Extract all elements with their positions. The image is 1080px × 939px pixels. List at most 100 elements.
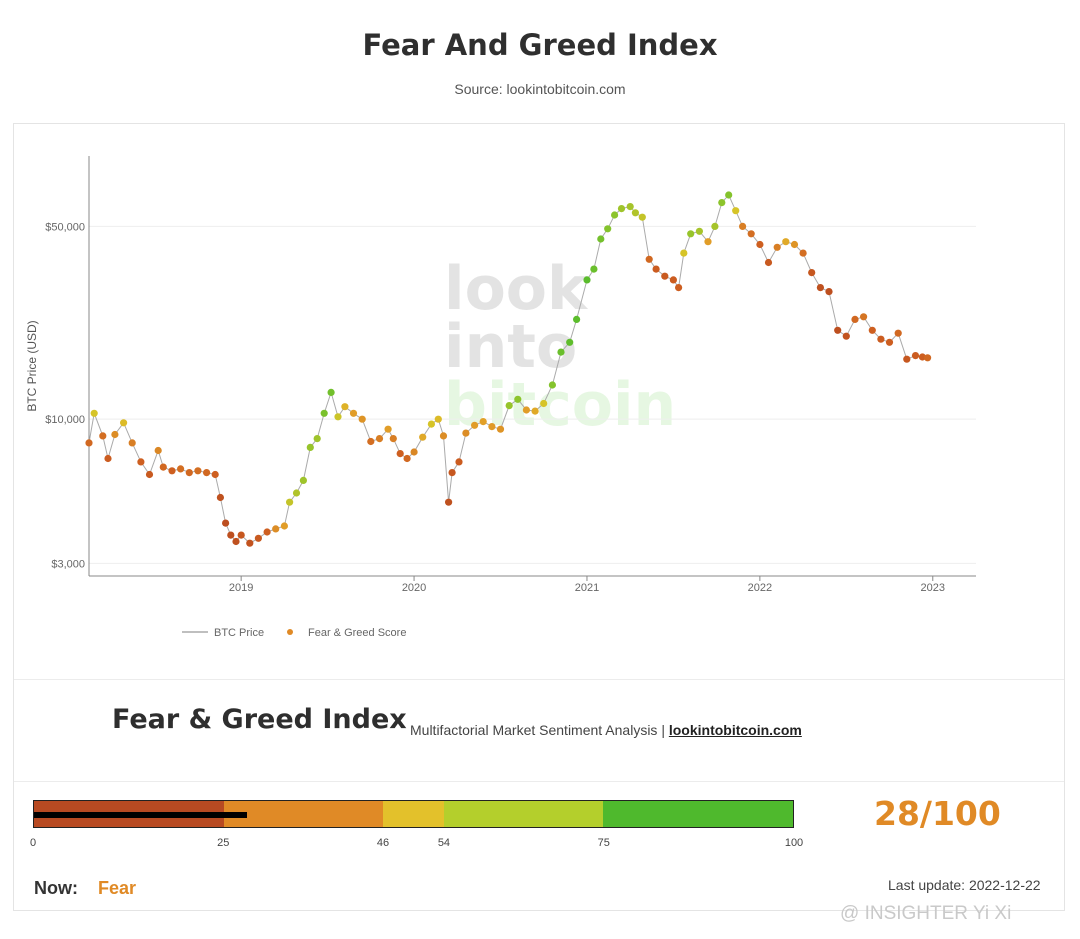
legend-label-fear-greed: Fear & Greed Score bbox=[308, 627, 406, 639]
watermark-word-into: into bbox=[444, 312, 577, 382]
fear-greed-point bbox=[617, 205, 626, 213]
gauge-value-bar bbox=[34, 812, 247, 818]
fear-greed-point bbox=[410, 448, 418, 456]
page-subtitle: Source: lookintobitcoin.com bbox=[454, 81, 626, 97]
gauge-tick-label: 54 bbox=[437, 837, 451, 849]
fear-greed-point bbox=[439, 432, 448, 440]
chart-card: look into bitcoin $3,000 $10,000 $50,000 2019 2… bbox=[13, 123, 1065, 911]
fear-greed-point bbox=[427, 420, 435, 428]
fear-greed-point bbox=[128, 439, 136, 447]
fear-greed-point bbox=[799, 249, 807, 257]
fear-greed-point bbox=[566, 338, 574, 346]
fear-greed-point bbox=[211, 470, 219, 479]
gauge-segment bbox=[443, 801, 604, 827]
tagline-link[interactable]: lookintobitcoin.com bbox=[668, 722, 802, 738]
watermark-word-look: look bbox=[444, 254, 589, 324]
fear-greed-point bbox=[292, 489, 301, 497]
fear-greed-point bbox=[573, 315, 581, 323]
gauge-tick-label: 100 bbox=[784, 837, 804, 849]
fear-greed-point bbox=[514, 395, 522, 403]
fear-greed-point bbox=[764, 258, 773, 267]
card-divider-bottom bbox=[14, 781, 1064, 782]
fear-greed-point bbox=[222, 519, 230, 527]
y-axis-label: BTC Price (USD) bbox=[25, 320, 39, 411]
fear-greed-point bbox=[548, 381, 557, 389]
fear-greed-point bbox=[718, 199, 726, 207]
fear-greed-point bbox=[154, 446, 162, 455]
fear-greed-point bbox=[403, 454, 411, 463]
fear-greed-point bbox=[445, 498, 453, 506]
x-tick-label: 2023 bbox=[921, 582, 945, 594]
fear-greed-point bbox=[868, 326, 876, 334]
fear-greed-point bbox=[704, 238, 712, 246]
x-tick-label: 2021 bbox=[575, 582, 599, 594]
fear-greed-point bbox=[808, 269, 816, 277]
fear-greed-point bbox=[313, 435, 321, 443]
fear-greed-point bbox=[177, 465, 185, 473]
fear-greed-point bbox=[246, 539, 254, 547]
fear-greed-point bbox=[661, 272, 669, 280]
gauge-segment bbox=[603, 801, 793, 827]
fear-greed-point bbox=[885, 338, 894, 346]
fear-greed-point bbox=[272, 525, 280, 533]
fear-greed-point bbox=[254, 534, 262, 542]
fear-greed-point bbox=[137, 458, 145, 466]
gauge-tick-label: 75 bbox=[597, 837, 610, 849]
fear-greed-point bbox=[739, 222, 747, 230]
fear-greed-tagline: Multifactorial Market Sentiment Analysis… bbox=[410, 722, 802, 738]
fear-greed-point bbox=[327, 388, 335, 396]
fear-greed-point bbox=[334, 413, 342, 421]
fear-greed-point bbox=[680, 249, 688, 257]
fear-greed-point bbox=[455, 458, 463, 466]
credit-watermark: @ INSIGHTER Yi Xi bbox=[840, 903, 1012, 924]
fear-greed-point bbox=[894, 329, 902, 337]
fear-greed-point bbox=[782, 238, 790, 246]
gauge-tick-label: 0 bbox=[29, 837, 37, 849]
fear-greed-heading: Fear & Greed Index bbox=[112, 704, 407, 735]
y-tick-label: $10,000 bbox=[45, 414, 85, 426]
fear-greed-point bbox=[903, 355, 911, 363]
fear-greed-point bbox=[85, 439, 93, 447]
fear-greed-point bbox=[419, 433, 427, 441]
fear-greed-point bbox=[358, 415, 366, 423]
fear-greed-point bbox=[695, 227, 704, 235]
fear-greed-point bbox=[790, 240, 799, 249]
fear-greed-point bbox=[638, 213, 646, 221]
y-tick-label: $3,000 bbox=[51, 558, 85, 570]
fear-greed-point bbox=[232, 537, 240, 546]
legend-label-btc-price: BTC Price bbox=[214, 627, 264, 639]
fear-greed-point bbox=[604, 225, 612, 233]
tagline-text: Multifactorial Market Sentiment Analysis… bbox=[410, 722, 669, 738]
fear-greed-point bbox=[168, 467, 176, 475]
fear-greed-point bbox=[194, 467, 202, 475]
page-title: Fear And Greed Index bbox=[362, 28, 718, 62]
fear-greed-point bbox=[877, 335, 885, 343]
fear-greed-point bbox=[320, 409, 328, 417]
fear-greed-point bbox=[597, 235, 605, 243]
fear-greed-point bbox=[675, 284, 683, 292]
fear-greed-point bbox=[825, 288, 833, 296]
btc-fear-greed-chart: lookintobitcoin $3,000 $10,000 $50,000 2019 2… bbox=[25, 156, 976, 639]
fear-greed-point bbox=[611, 211, 619, 219]
fear-greed-point bbox=[396, 450, 404, 458]
fear-greed-point bbox=[299, 476, 307, 484]
fear-greed-point bbox=[479, 418, 487, 426]
gauge-tick-label: 25 bbox=[217, 837, 230, 849]
fear-greed-point bbox=[540, 399, 548, 408]
fear-greed-point bbox=[522, 406, 530, 414]
now-sentiment: Fear bbox=[98, 878, 137, 898]
fear-greed-point bbox=[227, 531, 235, 539]
gauge-segment bbox=[383, 801, 444, 827]
fear-greed-gauge bbox=[33, 800, 794, 828]
fear-greed-point bbox=[341, 403, 349, 411]
fear-greed-point bbox=[725, 191, 733, 199]
fear-greed-point bbox=[263, 528, 271, 536]
legend-dot-icon bbox=[287, 629, 293, 635]
fear-greed-point bbox=[834, 326, 842, 334]
x-tick-label: 2022 bbox=[748, 582, 772, 594]
fear-greed-point bbox=[120, 419, 128, 427]
fear-greed-point bbox=[488, 423, 496, 431]
fear-greed-point bbox=[367, 437, 375, 446]
fear-greed-point bbox=[531, 407, 539, 415]
fear-greed-point bbox=[851, 315, 859, 323]
